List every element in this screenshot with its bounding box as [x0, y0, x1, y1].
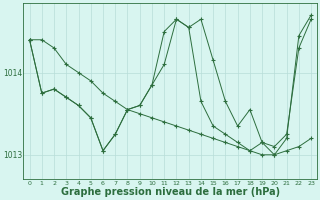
- X-axis label: Graphe pression niveau de la mer (hPa): Graphe pression niveau de la mer (hPa): [61, 187, 280, 197]
